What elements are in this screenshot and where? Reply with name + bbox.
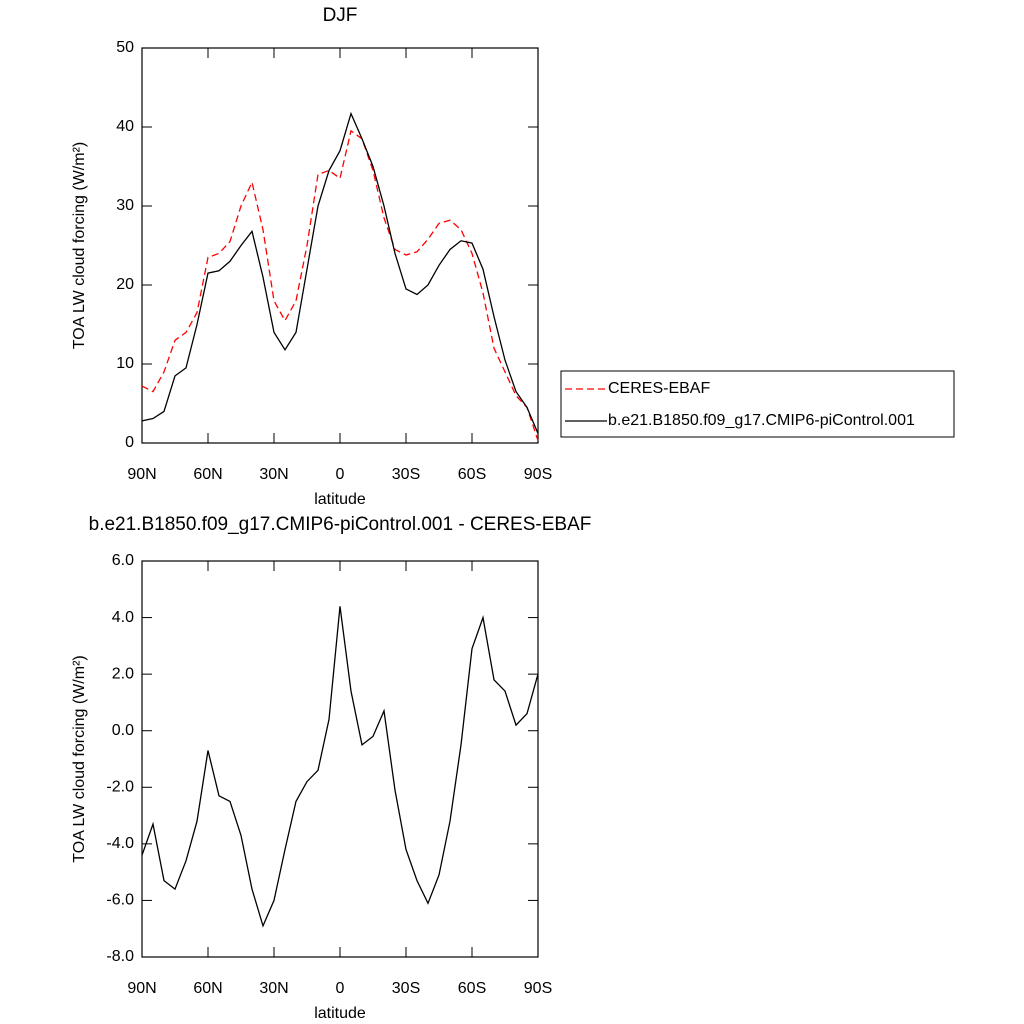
y-tick-label: 4.0 [112, 609, 134, 626]
y-tick-label: 40 [116, 118, 134, 135]
x-tick-label: 90S [524, 980, 552, 997]
x-tick-label: 0 [336, 466, 345, 483]
y-tick-label: 2.0 [112, 665, 134, 682]
data-line [141, 606, 539, 928]
x-tick-label: 90N [127, 980, 156, 997]
chart-title: b.e21.B1850.f09_g17.CMIP6-piControl.001 … [89, 514, 592, 535]
x-axis-label: latitude [314, 1005, 366, 1022]
x-tick-label: 30N [259, 466, 288, 483]
y-tick-label: 30 [116, 197, 134, 214]
legend-label: b.e21.B1850.f09_g17.CMIP6-piControl.001 [608, 412, 915, 429]
x-tick-label: 60N [193, 980, 222, 997]
x-axis-label: latitude [314, 491, 366, 508]
y-tick-label: -6.0 [106, 892, 134, 909]
x-tick-label: 60N [193, 466, 222, 483]
x-tick-label: 60S [458, 466, 486, 483]
y-tick-label: 50 [116, 39, 134, 56]
legend-box [560, 370, 955, 438]
y-tick-label: 10 [116, 355, 134, 372]
plot-frame [141, 560, 539, 958]
chart-title: DJF [323, 5, 358, 26]
x-tick-label: 60S [458, 980, 486, 997]
y-tick-label: -8.0 [106, 948, 134, 965]
y-axis-label: TOA LW cloud forcing (W/m²) [71, 142, 88, 349]
y-tick-label: 20 [116, 276, 134, 293]
x-tick-label: 30N [259, 980, 288, 997]
x-tick-label: 0 [336, 980, 345, 997]
x-tick-label: 90N [127, 466, 156, 483]
y-tick-label: -2.0 [106, 779, 134, 796]
y-tick-label: 0.0 [112, 722, 134, 739]
data-line [141, 129, 539, 441]
y-tick-label: -4.0 [106, 835, 134, 852]
y-axis-label: TOA LW cloud forcing (W/m²) [71, 655, 88, 862]
y-tick-label: 6.0 [112, 552, 134, 569]
y-tick-label: 0 [125, 434, 134, 451]
legend-label: CERES-EBAF [608, 380, 710, 397]
data-line [141, 111, 539, 434]
x-tick-label: 90S [524, 466, 552, 483]
x-tick-label: 30S [392, 980, 420, 997]
x-tick-label: 30S [392, 466, 420, 483]
plot-frame [141, 47, 539, 444]
